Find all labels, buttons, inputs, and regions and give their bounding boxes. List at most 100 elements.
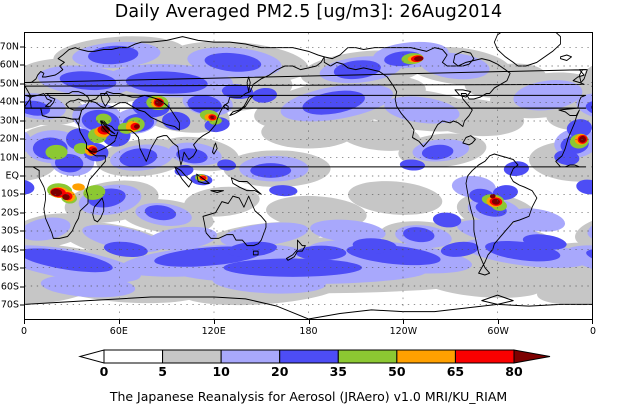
colorbar-band <box>220 349 281 364</box>
colorbar-swatches <box>78 349 551 364</box>
colorbar-band <box>162 349 222 364</box>
lat-tick-mark <box>20 101 24 103</box>
coastline <box>323 47 511 148</box>
lat-tick-label: 20S <box>0 207 19 219</box>
lat-tick-mark <box>20 286 24 288</box>
lon-tick-mark <box>498 320 500 324</box>
concentration-contour <box>418 266 545 298</box>
concentration-contour <box>440 241 479 257</box>
concentration-contour <box>491 198 501 205</box>
lat-tick-label: 60S <box>0 281 19 293</box>
lon-tick-label: 0 <box>20 326 28 337</box>
concentration-contour <box>310 219 386 243</box>
concentration-contour <box>50 188 63 197</box>
colorbar-tick-label: 65 <box>446 364 465 379</box>
lat-tick-label: 50S <box>0 262 19 274</box>
concentration-contour <box>62 194 70 201</box>
lon-tick-mark <box>403 320 405 324</box>
lat-tick-label: 10S <box>0 188 19 200</box>
figure-caption: The Japanese Reanalysis for Aerosol (JRA… <box>109 389 508 404</box>
concentration-contour <box>576 179 592 195</box>
concentration-contour <box>199 175 207 181</box>
concentration-contour <box>226 241 277 257</box>
lon-tick-label: 60E <box>109 326 128 337</box>
concentration-contour <box>45 144 68 160</box>
concentration-contour <box>261 115 356 149</box>
concentration-contour <box>489 193 496 199</box>
colorbar-over-cap <box>513 349 551 364</box>
concentration-contour <box>432 212 462 228</box>
concentration-contour <box>204 52 262 72</box>
coastline <box>210 190 224 194</box>
coastline <box>223 103 229 111</box>
lat-tick-mark <box>20 120 24 122</box>
coastline <box>229 94 254 117</box>
lon-tick-label: 120W <box>389 326 418 337</box>
colorbar: 0 5 10 20 35 50 65 80 <box>0 344 617 384</box>
colorbar-tick-label: 5 <box>158 364 167 379</box>
coastline <box>174 166 193 188</box>
concentration-contour <box>25 217 71 241</box>
coastline <box>246 76 251 93</box>
concentration-contour <box>125 71 208 94</box>
concentration-contour <box>72 183 85 191</box>
lon-tick-mark <box>592 320 593 324</box>
lat-tick-mark <box>20 157 24 159</box>
coastline <box>230 177 262 195</box>
concentration-contour <box>250 163 292 178</box>
lon-tick-mark <box>118 320 120 324</box>
coastline <box>92 197 105 223</box>
concentration-contour <box>566 119 592 138</box>
concentration-contour <box>522 234 567 250</box>
concentration-contour <box>133 124 140 129</box>
lat-tick-label: 40S <box>0 244 19 256</box>
concentration-contour <box>456 219 545 246</box>
coastline <box>100 120 116 135</box>
lon-tick-label: 120E <box>201 326 226 337</box>
lat-tick-label: 30S <box>0 225 19 237</box>
concentration-contour <box>399 159 426 171</box>
colorbar-band <box>454 349 515 364</box>
concentration-contour <box>508 208 566 232</box>
concentration-contour <box>269 185 298 197</box>
lon-tick-label: 0 <box>589 326 597 337</box>
colorbar-under-cap <box>78 349 105 364</box>
colorbar-tick-label: 50 <box>388 364 406 379</box>
lat-tick-label: 70N <box>0 41 19 53</box>
concentration-contour <box>302 90 365 115</box>
concentration-contour <box>347 181 443 215</box>
lat-tick-label: EQ <box>5 170 19 182</box>
coastline <box>196 173 210 184</box>
coastline <box>25 36 587 166</box>
lat-tick-mark <box>20 83 24 85</box>
colorbar-band <box>279 349 339 364</box>
coastline <box>202 195 267 247</box>
colorbar-band <box>396 349 456 364</box>
coastline <box>25 294 592 319</box>
coastline <box>452 50 475 67</box>
concentration-contour <box>338 120 421 151</box>
lon-tick-label: 60W <box>487 326 509 337</box>
lat-tick-mark <box>20 175 24 177</box>
lat-tick-mark <box>20 212 24 214</box>
figure-title: Daily Averaged PM2.5 [ug/m3]: 26Aug2014 <box>114 2 503 22</box>
lat-tick-mark <box>20 249 24 251</box>
lon-tick-mark <box>213 320 215 324</box>
lat-tick-mark <box>20 138 24 140</box>
concentration-contour <box>95 113 112 125</box>
map-plot-area <box>24 32 593 320</box>
concentration-contour <box>54 153 84 173</box>
concentration-contour <box>414 56 424 62</box>
concentration-contour <box>147 226 218 250</box>
lat-tick-label: 50N <box>0 78 19 90</box>
concentration-contour <box>503 161 529 177</box>
coastline <box>465 153 538 276</box>
colorbar-tick-label: 35 <box>329 364 347 379</box>
concentration-contour <box>103 241 148 257</box>
coastline <box>578 69 588 84</box>
coastline <box>286 239 306 261</box>
concentration-contour <box>119 148 158 167</box>
lon-tick-mark <box>308 320 310 324</box>
coastline <box>560 54 572 62</box>
lat-tick-label: 10N <box>0 152 19 164</box>
